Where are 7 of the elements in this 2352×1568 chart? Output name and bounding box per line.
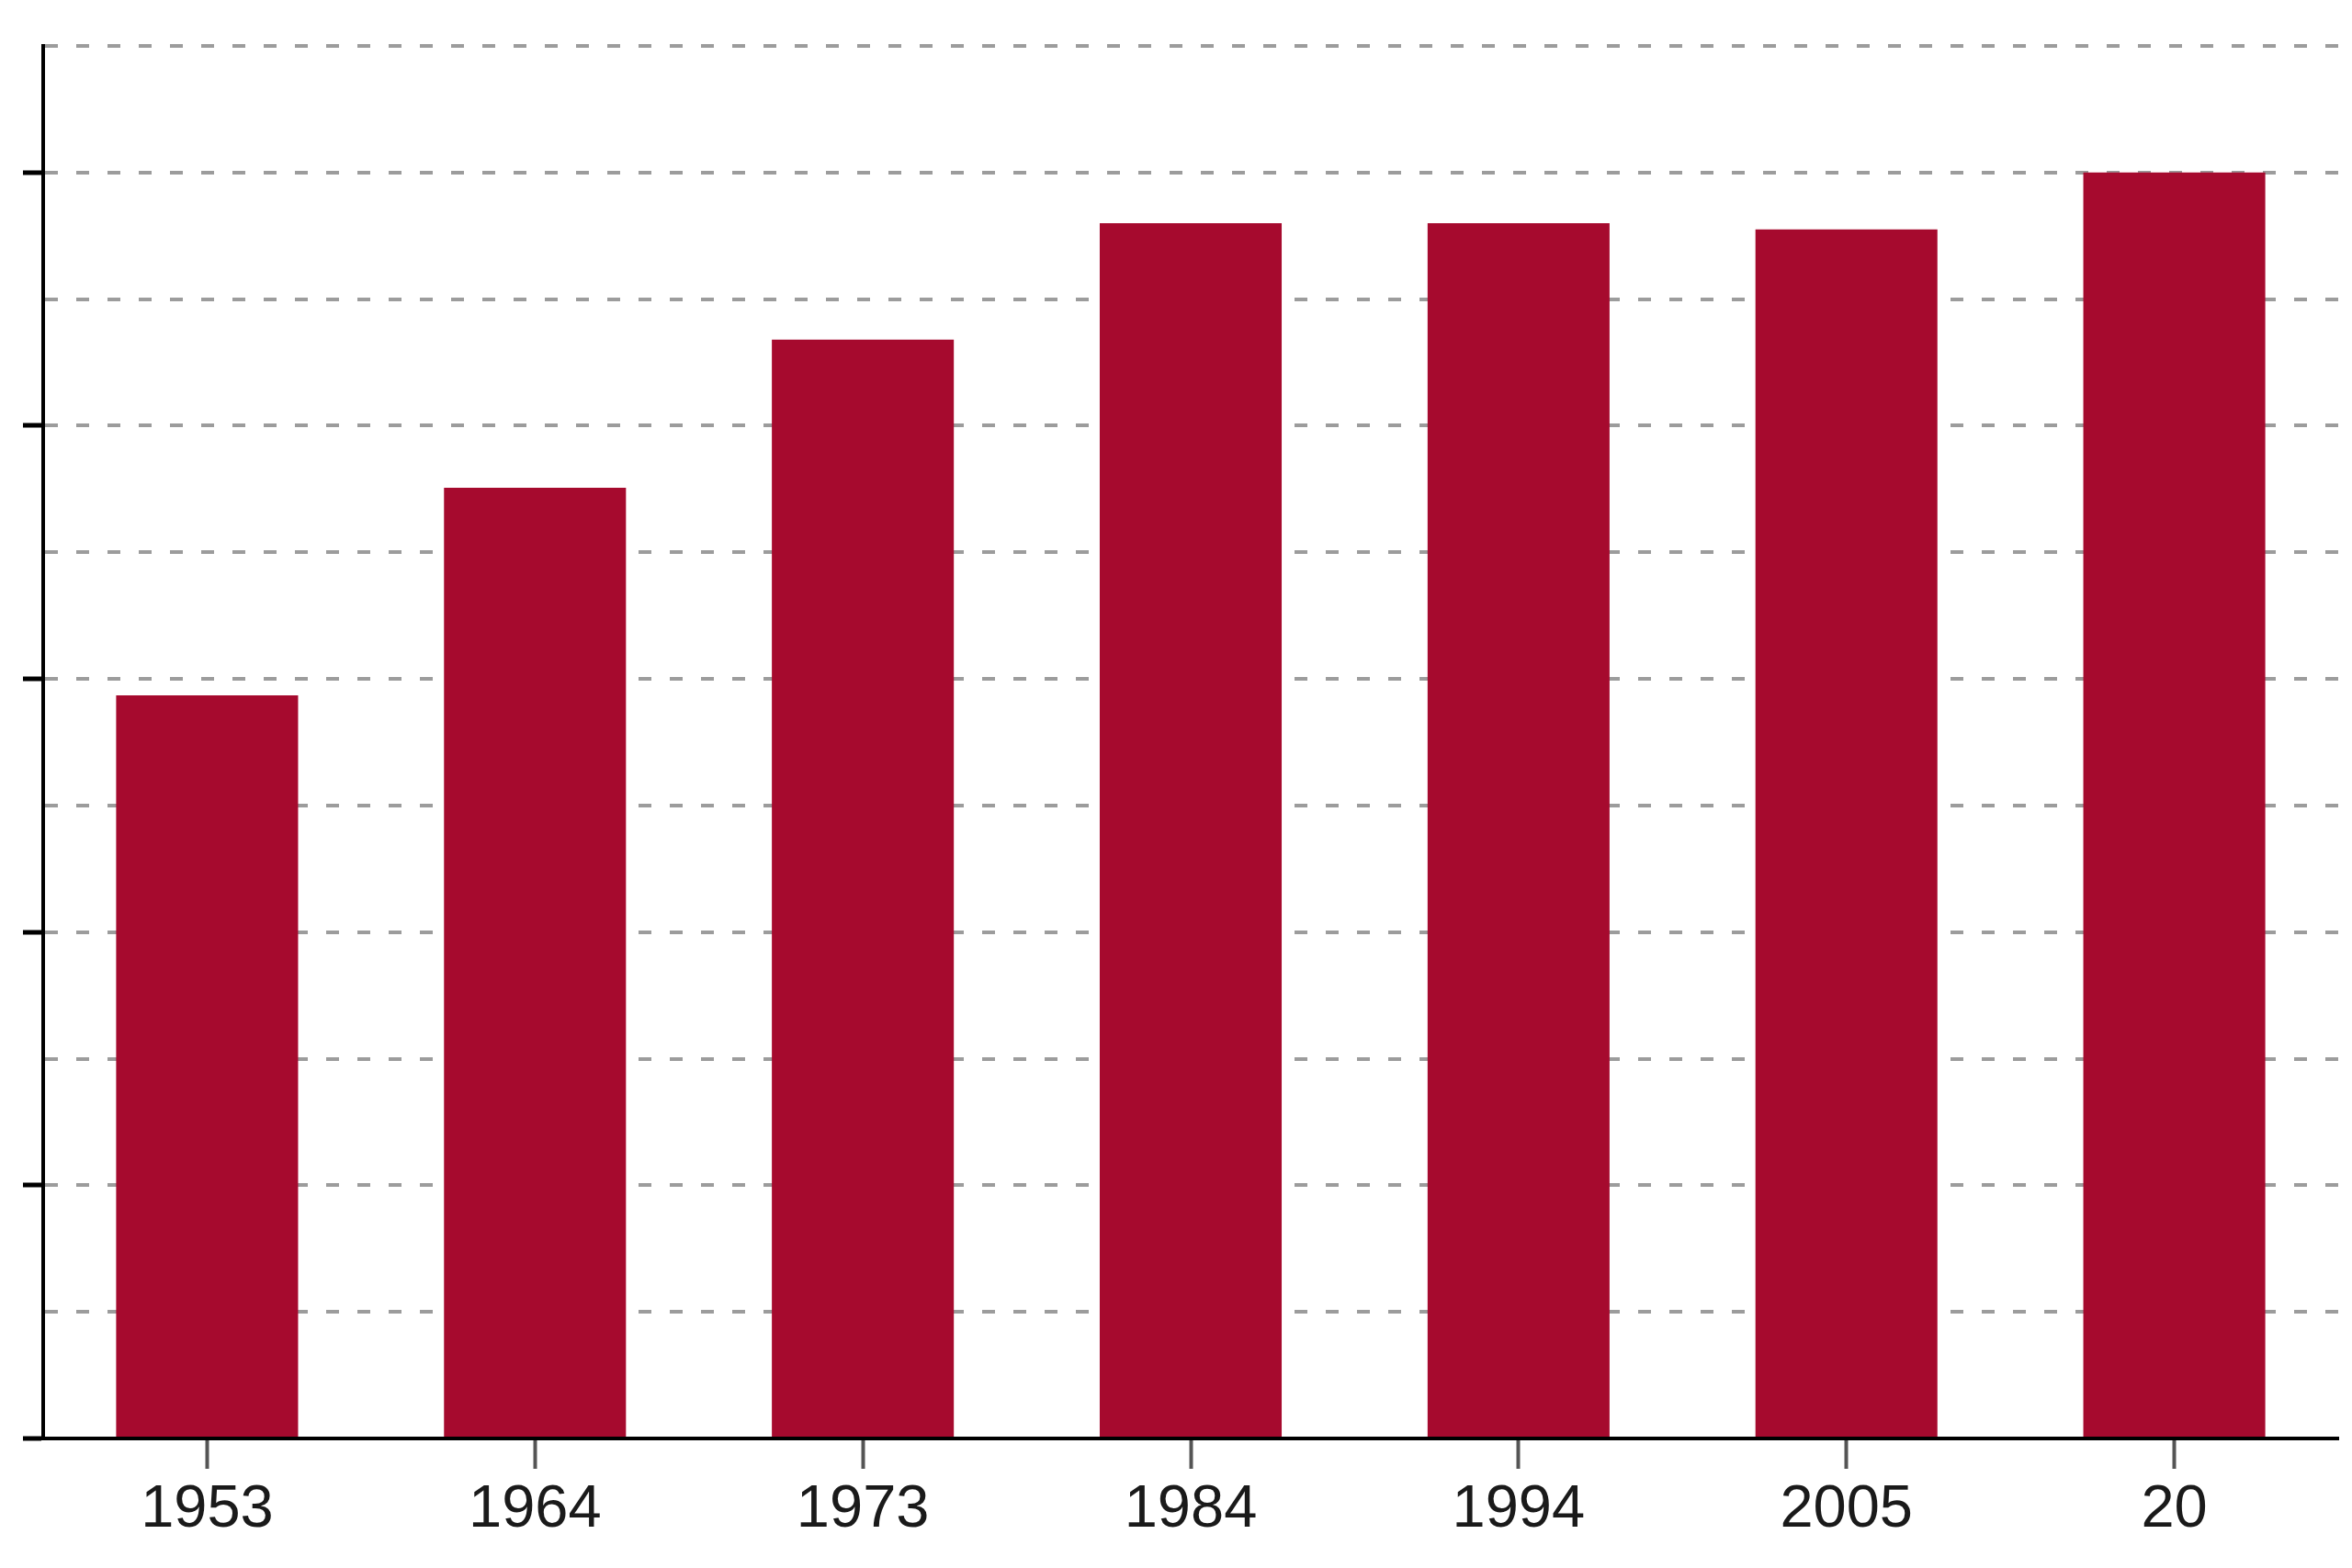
x-tick-label: 1994	[1452, 1472, 1586, 1540]
x-tick-label: 1953	[141, 1472, 274, 1540]
x-tick-label: 1984	[1124, 1472, 1258, 1540]
x-tick-label: 20	[2141, 1472, 2208, 1540]
x-tick-label: 2005	[1780, 1472, 1914, 1540]
x-tick-label: 1973	[796, 1472, 930, 1540]
x-tick-label: 1964	[468, 1472, 602, 1540]
